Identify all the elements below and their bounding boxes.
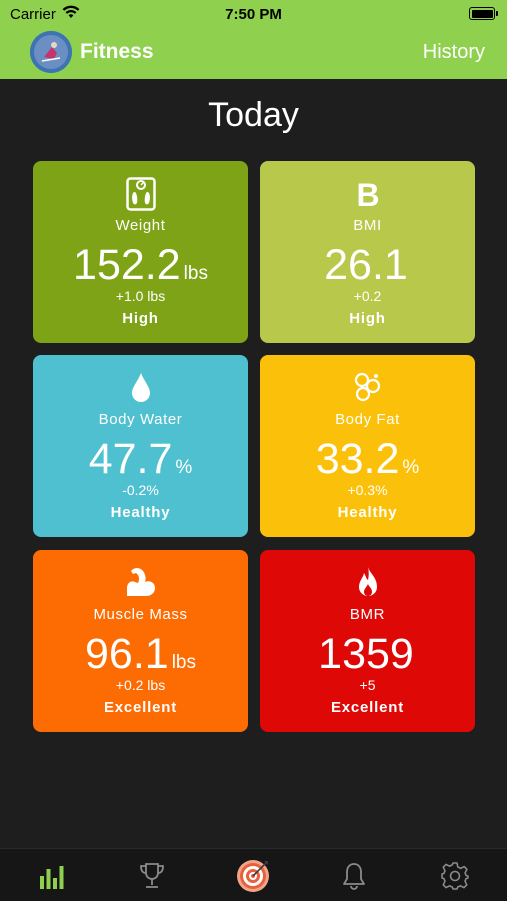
trophy-icon <box>140 863 164 888</box>
metric-card-body-water[interactable]: Body Water 47.7 % -0.2% Healthy <box>33 355 248 537</box>
tab-achievements[interactable] <box>135 859 169 893</box>
water-drop-icon <box>33 371 248 405</box>
metric-change: -0.2% <box>122 482 159 498</box>
avatar[interactable] <box>30 31 72 73</box>
metric-value: 33.2 <box>315 435 400 483</box>
scale-icon <box>33 177 248 211</box>
metric-card-weight[interactable]: Weight 152.2 lbs +1.0 lbs High <box>33 161 248 343</box>
metric-status: High <box>122 310 159 327</box>
muscle-arm-icon <box>33 566 248 600</box>
metric-label: Muscle Mass <box>93 606 188 623</box>
metric-label: Body Fat <box>335 411 400 428</box>
wifi-icon <box>62 5 80 23</box>
metric-status: Healthy <box>337 504 398 521</box>
tab-bar <box>0 848 507 901</box>
metric-unit: lbs <box>171 652 196 673</box>
metric-label: BMR <box>349 606 386 623</box>
metric-label: BMI <box>353 217 382 234</box>
svg-text:B: B <box>356 177 379 211</box>
tab-goals[interactable] <box>236 859 270 893</box>
tab-dashboard[interactable] <box>35 859 69 893</box>
battery-icon <box>469 7 498 20</box>
metric-status: Excellent <box>103 699 178 716</box>
metric-unit: % <box>175 457 193 478</box>
flame-icon <box>260 566 475 600</box>
bar-chart-icon <box>40 866 64 889</box>
metric-label: Body Water <box>98 411 183 428</box>
metric-change: +0.3% <box>347 482 388 498</box>
fat-cells-icon <box>260 371 475 405</box>
metric-card-bmi[interactable]: B BMI 26.1 +0.2 High <box>260 161 475 343</box>
metric-card-body-fat[interactable]: Body Fat 33.2 % +0.3% Healthy <box>260 355 475 537</box>
metric-value: 47.7 <box>88 435 173 483</box>
history-button[interactable]: History <box>422 41 485 63</box>
page-title: Today <box>208 96 299 134</box>
gear-icon <box>441 862 469 890</box>
metric-change: +0.2 <box>353 288 382 304</box>
metric-change: +0.2 lbs <box>115 677 166 693</box>
tab-settings[interactable] <box>438 859 472 893</box>
metric-unit: % <box>402 457 420 478</box>
target-icon <box>237 860 269 892</box>
metric-change: +1.0 lbs <box>115 288 166 304</box>
metric-value: 1359 <box>318 630 414 678</box>
metric-card-bmr[interactable]: BMR 1359 +5 Excellent <box>260 550 475 732</box>
metric-value: 152.2 <box>73 241 181 289</box>
bell-icon <box>343 863 365 890</box>
avatar-image <box>30 31 72 73</box>
tab-notifications[interactable] <box>337 859 371 893</box>
status-bar: Carrier 7:50 PM <box>0 0 507 28</box>
carrier-label: Carrier <box>10 6 56 23</box>
metric-change: +5 <box>359 677 376 693</box>
metric-value: 26.1 <box>324 241 408 289</box>
metric-status: Healthy <box>110 504 171 521</box>
bmi-letter-icon: B <box>260 177 475 211</box>
navigation-bar: Carrier 7:50 PM Fitness History <box>0 0 507 79</box>
metric-status: Excellent <box>330 699 405 716</box>
metric-label: Weight <box>115 217 166 234</box>
metric-card-muscle-mass[interactable]: Muscle Mass 96.1 lbs +0.2 lbs Excellent <box>33 550 248 732</box>
metric-status: High <box>349 310 386 327</box>
app-title: Fitness <box>80 40 154 63</box>
metric-value: 96.1 <box>85 630 169 678</box>
clock: 7:50 PM <box>225 6 282 23</box>
metric-unit: lbs <box>183 263 208 284</box>
